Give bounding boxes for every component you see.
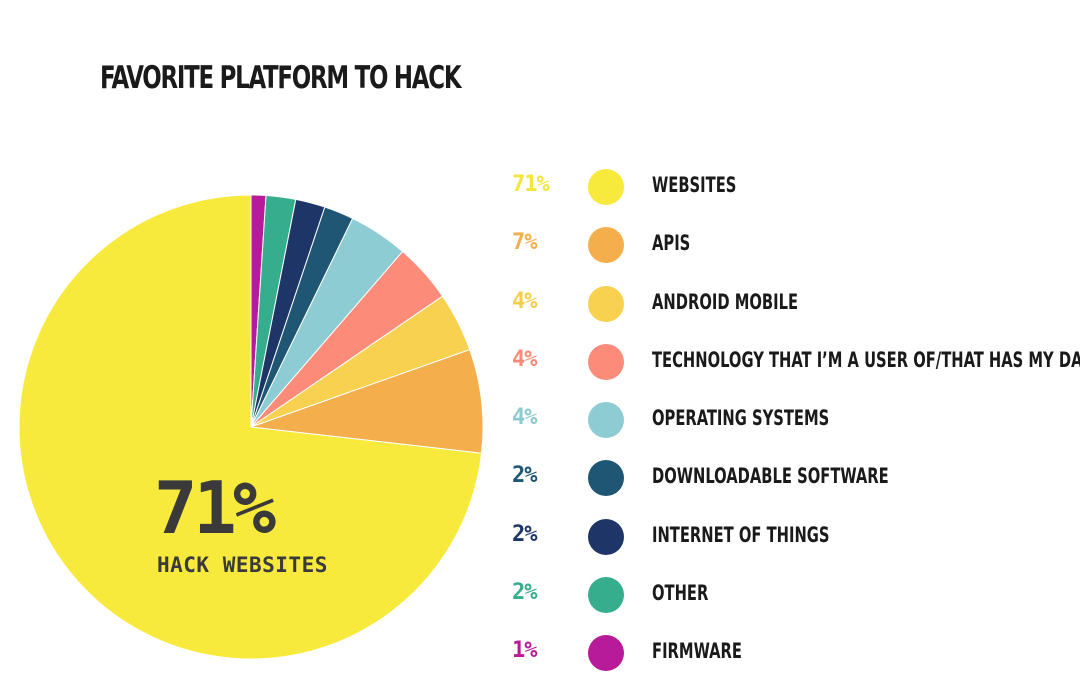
legend-pct: 4% [512, 347, 537, 372]
legend-pct: 4% [512, 405, 537, 430]
pie-slice-websites [18, 194, 483, 660]
legend-pct: 71% [512, 172, 550, 197]
legend-swatch [588, 402, 624, 438]
legend-label: TECHNOLOGY THAT I’M A USER OF/THAT HAS M… [652, 348, 1080, 372]
center-value: 71% [154, 466, 276, 550]
pie-slice-apis [250, 348, 484, 454]
legend-label: OPERATING SYSTEMS [652, 406, 830, 430]
pie-chart [18, 194, 484, 660]
legend-swatch [588, 635, 624, 671]
legend-swatch [588, 227, 624, 263]
legend-pct: 2% [512, 522, 537, 547]
legend-label: ANDROID MOBILE [652, 290, 799, 314]
legend-swatch [588, 460, 624, 496]
legend-label: DOWNLOADABLE SOFTWARE [652, 464, 889, 488]
chart-title: FAVORITE PLATFORM TO HACK [100, 60, 462, 96]
legend-label: INTERNET OF THINGS [652, 523, 830, 547]
legend-swatch [588, 519, 624, 555]
legend-pct: 1% [512, 638, 537, 663]
legend-label: WEBSITES [652, 173, 737, 197]
legend-pct: 2% [512, 580, 537, 605]
legend-label: APIS [652, 231, 691, 255]
legend-swatch [588, 344, 624, 380]
legend-label: FIRMWARE [652, 639, 742, 663]
legend-swatch [588, 169, 624, 205]
legend-label: OTHER [652, 581, 709, 605]
center-label: HACK WEBSITES [157, 553, 328, 577]
legend-pct: 2% [512, 463, 537, 488]
legend-swatch [588, 286, 624, 322]
legend-pct: 4% [512, 289, 537, 314]
legend-pct: 7% [512, 230, 537, 255]
legend-swatch [588, 577, 624, 613]
